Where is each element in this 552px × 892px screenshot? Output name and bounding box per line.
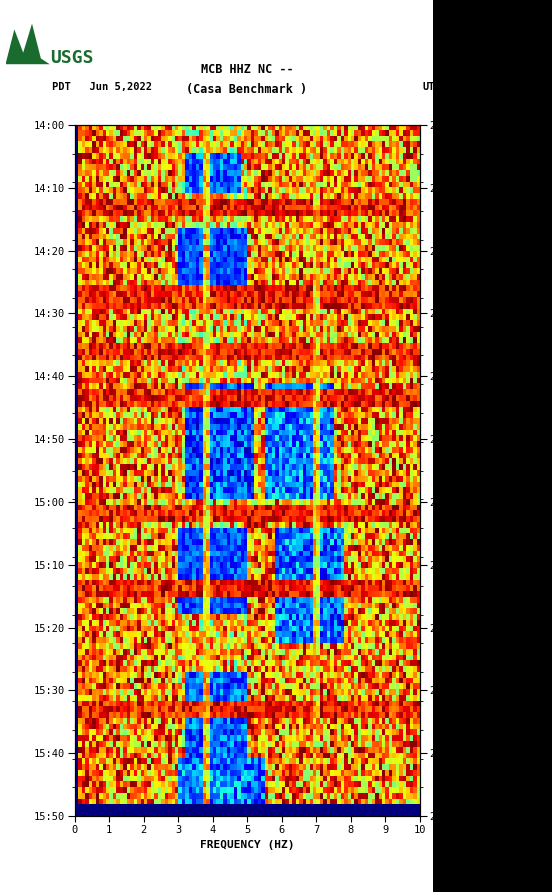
X-axis label: FREQUENCY (HZ): FREQUENCY (HZ) [200, 840, 294, 850]
Text: UTC: UTC [422, 82, 441, 92]
Text: PDT   Jun 5,2022: PDT Jun 5,2022 [52, 82, 152, 92]
Polygon shape [6, 24, 50, 64]
Text: USGS: USGS [50, 49, 93, 67]
Text: MCB HHZ NC --: MCB HHZ NC -- [201, 62, 293, 76]
Text: (Casa Benchmark ): (Casa Benchmark ) [187, 83, 307, 96]
